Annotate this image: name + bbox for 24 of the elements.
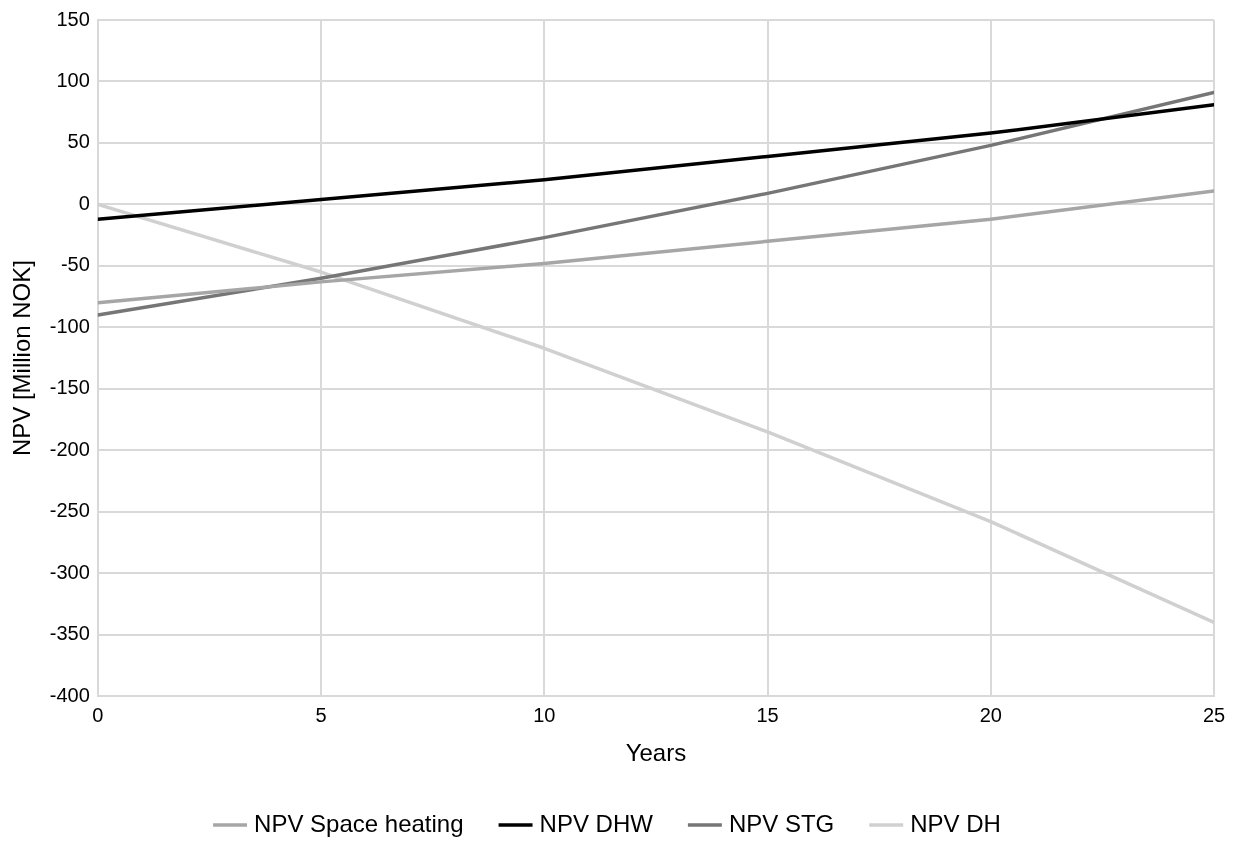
- y-tick-label: -400: [49, 683, 90, 706]
- x-tick-label: 20: [979, 703, 1002, 726]
- y-tick-label: -250: [49, 499, 90, 522]
- legend-label: NPV Space heating: [254, 809, 464, 837]
- y-tick-label: -350: [49, 622, 90, 645]
- x-tick-label: 0: [92, 703, 104, 726]
- x-tick-label: 5: [315, 703, 327, 726]
- y-tick-label: -50: [60, 253, 90, 276]
- y-tick-label: 150: [56, 7, 90, 30]
- x-axis-title: Years: [625, 739, 687, 767]
- y-tick-label: -150: [49, 376, 90, 399]
- y-tick-label: -300: [49, 560, 90, 583]
- x-tick-label: 25: [1202, 703, 1226, 726]
- y-tick-label: -200: [49, 437, 90, 460]
- y-tick-label: 50: [67, 130, 90, 153]
- legend-label: NPV DHW: [539, 809, 654, 837]
- x-tick-label: 10: [533, 703, 556, 726]
- y-tick-label: 100: [56, 68, 90, 91]
- y-tick-label: 0: [78, 191, 90, 214]
- legend-label: NPV STG: [728, 809, 835, 837]
- y-axis-title: NPV [Million NOK]: [8, 260, 36, 457]
- x-tick-label: 15: [756, 703, 779, 726]
- legend-label: NPV DH: [910, 809, 1001, 837]
- y-tick-label: -100: [49, 314, 90, 337]
